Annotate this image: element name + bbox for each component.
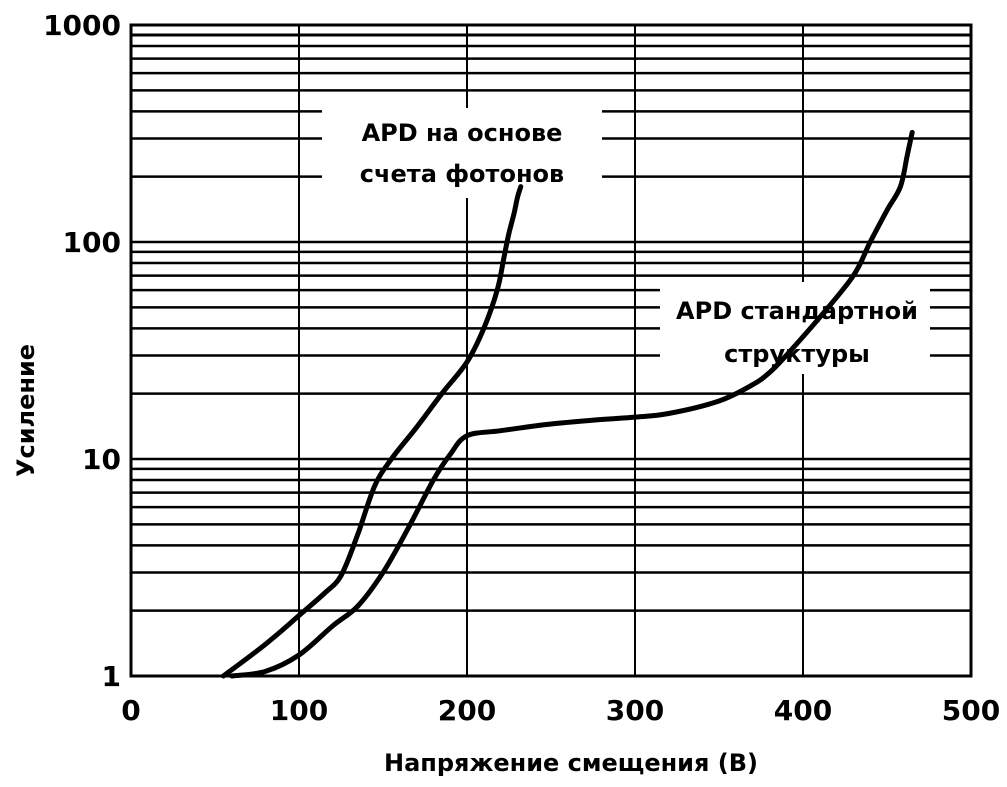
series-line-1 <box>220 184 524 679</box>
y-tick-labels: 1 10 100 1000 <box>43 9 121 693</box>
x-tick-label: 200 <box>438 694 496 727</box>
annotation-standard-line-1: APD стандартной <box>676 297 918 325</box>
x-tick-label: 300 <box>606 694 664 727</box>
y-axis-title: Усиление <box>12 344 40 477</box>
annotation-standard-bg <box>660 282 930 374</box>
annotation-photon-line-2: счета фотонов <box>360 160 564 188</box>
y-tick-label: 100 <box>63 226 121 259</box>
series-line-2 <box>229 129 915 679</box>
annotation-photon-line-1: APD на основе <box>362 119 563 147</box>
x-tick-label: 100 <box>270 694 328 727</box>
annotation-backgrounds <box>322 108 930 374</box>
annotation-photon-bg <box>322 108 602 198</box>
annotation-standard-line-2: структуры <box>724 340 870 368</box>
y-tick-label: 10 <box>82 443 121 476</box>
series <box>220 129 915 679</box>
x-tick-label: 500 <box>942 694 1000 727</box>
y-tick-label: 1 <box>102 660 121 693</box>
x-axis-title: Напряжение смещения (В) <box>384 749 758 777</box>
y-tick-label: 1000 <box>43 9 121 42</box>
plot-area-border <box>129 23 973 678</box>
plot-frame <box>129 23 973 678</box>
x-tick-label: 0 <box>121 694 140 727</box>
x-tick-labels: 0 100 200 300 400 500 <box>121 694 1000 727</box>
x-tick-label: 400 <box>774 694 832 727</box>
